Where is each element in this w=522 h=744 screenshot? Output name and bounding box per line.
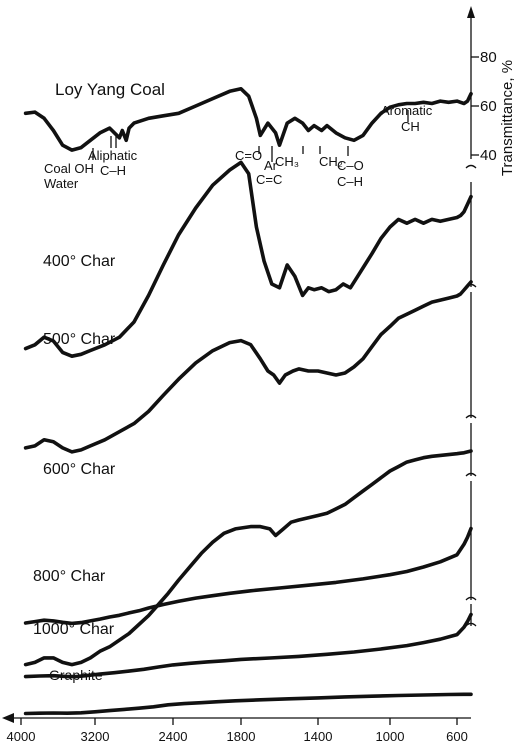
axis-break-mark-5	[465, 596, 477, 601]
annotation-aromatic-ch: CH	[401, 119, 420, 134]
x-tick-label-2: 3200	[81, 729, 110, 744]
annotation-ch: C–H	[100, 163, 126, 178]
series-label-7: Graphite	[49, 667, 103, 683]
y-axis-title: Transmittance, %	[499, 60, 516, 176]
annotation-ch3: CH₃	[275, 154, 299, 169]
y-tick-label-3: 80	[480, 49, 497, 66]
axis-break-mark-1	[465, 164, 477, 169]
axes-group: 4000 3200 2400 1800 1400 1000 600 40 60 80	[2, 6, 497, 744]
series-line-4	[23, 449, 473, 667]
annotation-ar: Ar	[264, 158, 278, 173]
series-label-2: 400° Char	[43, 253, 116, 270]
labels-group: Loy Yang Coal 400° Char 500° Char 600° Char…	[33, 60, 516, 683]
series-line-1	[23, 87, 473, 152]
series-line-2	[23, 160, 473, 358]
x-tick-label-7: 600	[446, 729, 468, 744]
annotation-c-o: C–O	[337, 158, 364, 173]
annotation-ch2: CH₂	[319, 154, 343, 169]
series-label-1: Loy Yang Coal	[55, 80, 165, 99]
x-tick-label-3: 2400	[159, 729, 188, 744]
axis-break-mark-3	[465, 414, 477, 419]
annotation-c-h: C–H	[337, 174, 363, 189]
y-axis-arrow	[467, 6, 475, 18]
series-label-5: 800° Char	[33, 568, 106, 585]
annotation-c-eq-o: C=O	[235, 148, 262, 163]
series-label-6: 1000° Char	[33, 621, 115, 638]
y-tick-label-1: 40	[480, 147, 497, 164]
x-tick-label-5: 1400	[304, 729, 333, 744]
annotation-aliphatic: Aliphatic	[88, 148, 138, 163]
axis-break-mark-2	[465, 283, 477, 288]
x-tick-label-6: 1000	[376, 729, 405, 744]
series-line-7	[23, 692, 473, 716]
series-label-3: 500° Char	[43, 331, 116, 348]
annotation-water: Water	[44, 176, 79, 191]
annotation-c-eq-c: C=C	[256, 172, 282, 187]
series-line-6	[23, 612, 473, 679]
series-line-3	[23, 280, 473, 454]
axis-break-mark-4	[465, 472, 477, 477]
axis-break-mark-6	[465, 622, 477, 627]
x-tick-label-4: 1800	[227, 729, 256, 744]
spectra-series-group	[23, 87, 473, 716]
series-line-5	[23, 526, 473, 626]
annotation-aromatic: Aromatic	[381, 103, 433, 118]
x-axis-arrow	[2, 713, 14, 723]
x-tick-label-1: 4000	[7, 729, 36, 744]
annotation-coal-oh: Coal OH	[44, 161, 94, 176]
series-label-4: 600° Char	[43, 461, 116, 478]
y-tick-label-2: 60	[480, 98, 497, 115]
